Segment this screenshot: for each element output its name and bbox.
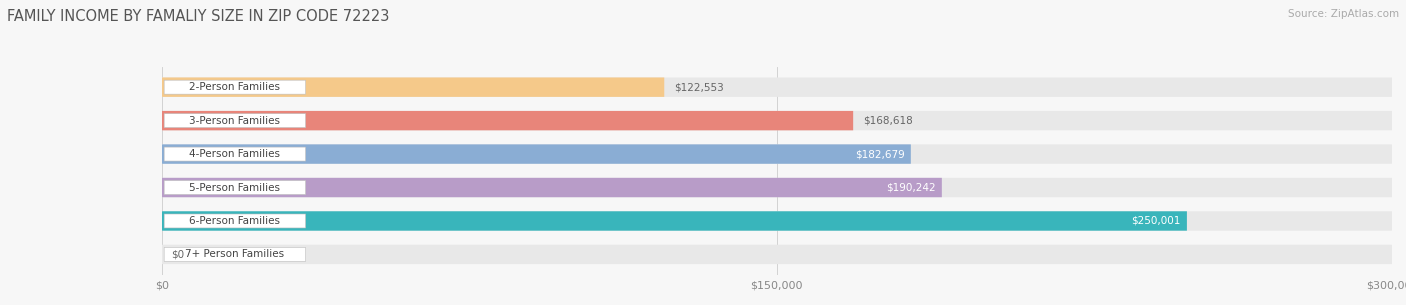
Text: 6-Person Families: 6-Person Families [190, 216, 280, 226]
Text: $168,618: $168,618 [863, 116, 912, 126]
Text: 2-Person Families: 2-Person Families [190, 82, 280, 92]
FancyBboxPatch shape [165, 147, 305, 161]
Text: $0: $0 [172, 249, 184, 260]
Text: 7+ Person Families: 7+ Person Families [186, 249, 284, 260]
FancyBboxPatch shape [162, 77, 1392, 97]
Text: $190,242: $190,242 [886, 182, 935, 192]
FancyBboxPatch shape [165, 114, 305, 127]
FancyBboxPatch shape [165, 181, 305, 195]
FancyBboxPatch shape [165, 214, 305, 228]
FancyBboxPatch shape [162, 111, 1392, 130]
FancyBboxPatch shape [162, 111, 853, 130]
FancyBboxPatch shape [165, 80, 305, 94]
FancyBboxPatch shape [162, 245, 1392, 264]
FancyBboxPatch shape [162, 144, 911, 164]
FancyBboxPatch shape [162, 211, 1187, 231]
Text: 5-Person Families: 5-Person Families [190, 182, 280, 192]
FancyBboxPatch shape [162, 178, 1392, 197]
Text: $182,679: $182,679 [855, 149, 904, 159]
Text: FAMILY INCOME BY FAMALIY SIZE IN ZIP CODE 72223: FAMILY INCOME BY FAMALIY SIZE IN ZIP COD… [7, 9, 389, 24]
Text: $250,001: $250,001 [1132, 216, 1181, 226]
FancyBboxPatch shape [165, 247, 305, 261]
Text: 4-Person Families: 4-Person Families [190, 149, 280, 159]
Text: $122,553: $122,553 [673, 82, 724, 92]
FancyBboxPatch shape [162, 77, 664, 97]
FancyBboxPatch shape [162, 211, 1392, 231]
FancyBboxPatch shape [162, 178, 942, 197]
FancyBboxPatch shape [162, 144, 1392, 164]
Text: 3-Person Families: 3-Person Families [190, 116, 280, 126]
Text: Source: ZipAtlas.com: Source: ZipAtlas.com [1288, 9, 1399, 19]
